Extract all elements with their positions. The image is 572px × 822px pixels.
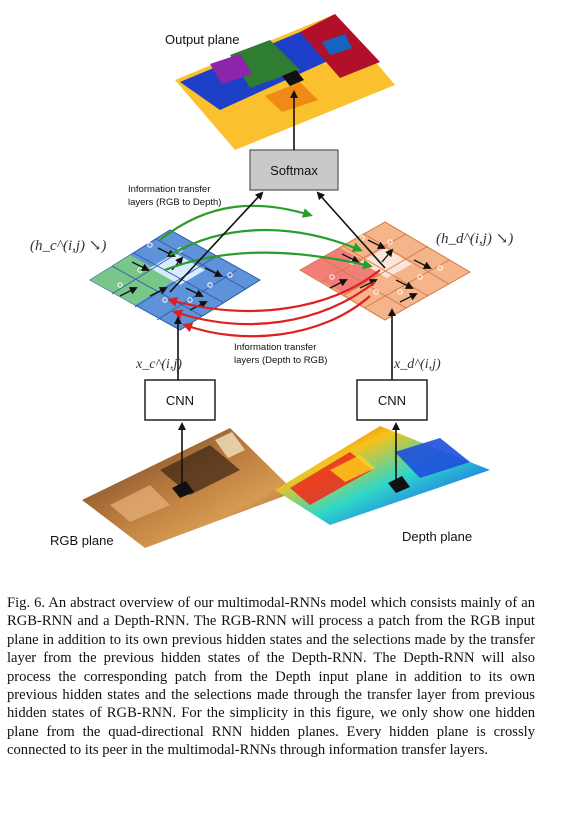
- output-plane: [175, 14, 395, 150]
- transfer-bottom-line1: Information transfer: [234, 342, 316, 353]
- rgb-rnn-hidden-plane: [89, 229, 261, 331]
- transfer-top-line1: Information transfer: [128, 184, 210, 195]
- xc-label: x_c^(i,j): [135, 357, 182, 372]
- depth-plane-label: Depth plane: [402, 529, 472, 544]
- softmax-label: Softmax: [270, 163, 318, 178]
- depth-to-softmax-arrow: [316, 191, 386, 269]
- cnn-label-depth: CNN: [378, 393, 406, 408]
- model-figure: Output plane Softmax Information transfe…: [30, 14, 513, 548]
- rgb-plane-image: [82, 428, 295, 548]
- rgb-to-softmax-arrow: [169, 191, 264, 293]
- rgb-plane-label: RGB plane: [50, 533, 114, 548]
- transfer-arrows-rgb-to-depth: [159, 204, 373, 272]
- transfer-arrows-depth-to-rgb: [167, 269, 381, 338]
- hd-label: (h_d^(i,j) ↘): [436, 231, 513, 247]
- figure-caption: Fig. 6. An abstract overview of our mult…: [7, 595, 535, 759]
- hc-label: (h_c^(i,j) ↘): [30, 238, 106, 254]
- xd-label: x_d^(i,j): [393, 357, 441, 372]
- transfer-bottom-line2: layers (Depth to RGB): [234, 355, 327, 366]
- cnn-label-rgb: CNN: [166, 393, 194, 408]
- output-plane-label: Output plane: [165, 32, 239, 47]
- depth-plane-image: [275, 426, 490, 525]
- transfer-top-line2: layers (RGB to Depth): [128, 197, 221, 208]
- cnn-box-rgb: [144, 379, 216, 421]
